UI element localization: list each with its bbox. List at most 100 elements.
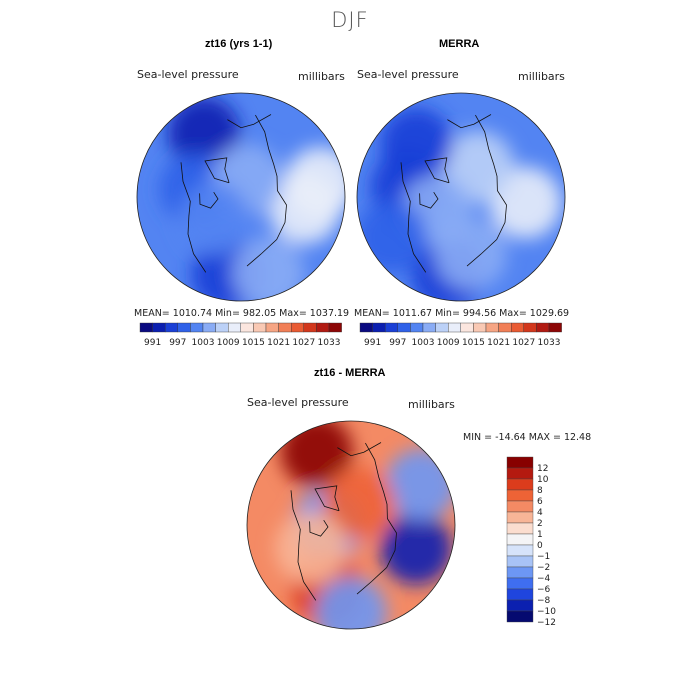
colorbar-tick-label-4: 1015	[462, 338, 485, 348]
colorbar-box-1	[372, 322, 386, 333]
colorbar-box-15	[548, 322, 562, 333]
colorbar-tick-label-11: −6	[537, 585, 551, 595]
colorbar-tick-label-1: 997	[389, 338, 406, 348]
colorbar-tick-label-6: 1027	[292, 338, 315, 348]
pressure-anomaly-6	[435, 217, 508, 290]
colorbar-box-6	[506, 522, 534, 535]
panel2-colorbar: 991 997 1003 1009 1015 1021 1027 1033	[359, 322, 562, 348]
coastline-4	[309, 519, 329, 537]
map-border	[136, 92, 346, 302]
colorbar-tick-label-3: 6	[537, 497, 543, 507]
colorbar-box-7	[506, 533, 534, 546]
colorbar-box-3	[397, 322, 411, 333]
pressure-anomaly-1	[284, 146, 345, 219]
colorbar-tick-label-0: 991	[364, 338, 381, 348]
colorbar-tick-label-7: 1033	[538, 338, 561, 348]
map-border	[246, 420, 456, 630]
colorbar-tick-label-9: −2	[537, 563, 550, 573]
coastline-3	[447, 114, 492, 129]
colorbar-box-14	[506, 610, 534, 623]
colorbar-tick-label-2: 1003	[412, 338, 435, 348]
coastline-0	[180, 162, 207, 273]
colorbar-box-5	[422, 322, 436, 333]
colorbar-tick-label-5: 2	[537, 519, 543, 529]
colorbar-tick-label-4: 4	[537, 508, 543, 518]
colorbar-box-11	[506, 577, 534, 590]
coastline-1	[204, 157, 230, 184]
colorbar-tick-label-3: 1009	[217, 338, 240, 348]
colorbar-box-0	[359, 322, 373, 333]
colorbar-tick-label-7: 0	[537, 541, 543, 551]
colorbar-box-2	[506, 478, 534, 491]
panel1-units: millibars	[298, 70, 345, 83]
colorbar-box-0	[506, 456, 534, 469]
panel2-variable: Sea-level pressure	[357, 68, 459, 81]
colorbar-box-13	[506, 599, 534, 612]
coastline-0	[290, 490, 317, 601]
colorbar-box-10	[265, 322, 279, 333]
colorbar-tick-label-0: 991	[144, 338, 161, 348]
colorbar-box-5	[202, 322, 216, 333]
colorbar-box-2	[165, 322, 179, 333]
colorbar-box-12	[290, 322, 304, 333]
colorbar-tick-label-6: 1	[537, 530, 543, 540]
colorbar-box-7	[447, 322, 461, 333]
panel2-stats: MEAN= 1011.67 Min= 994.56 Max= 1029.69	[354, 308, 570, 319]
season-title: DJF	[331, 8, 369, 32]
colorbar-box-7	[227, 322, 241, 333]
colorbar-tick-label-4: 1015	[242, 338, 265, 348]
colorbar-tick-label-12: −8	[537, 596, 551, 606]
panel1-variable: Sea-level pressure	[137, 68, 239, 81]
colorbar-box-0	[139, 322, 153, 333]
colorbar-box-15	[328, 322, 342, 333]
colorbar-box-3	[177, 322, 191, 333]
colorbar-box-11	[498, 322, 512, 333]
pressure-anomaly-6	[178, 183, 251, 256]
pressure-anomaly-2	[168, 96, 241, 169]
panel3-map	[246, 420, 456, 630]
panel3-units: millibars	[408, 398, 455, 411]
colorbar-box-12	[506, 588, 534, 601]
panel1-map	[136, 92, 346, 302]
pressure-anomaly-4	[322, 467, 395, 540]
colorbar-box-14	[316, 322, 330, 333]
panel2-map	[356, 92, 566, 302]
colorbar-box-11	[278, 322, 292, 333]
colorbar-box-12	[510, 322, 524, 333]
colorbar-box-10	[506, 566, 534, 579]
colorbar-tick-label-5: 1021	[487, 338, 510, 348]
colorbar-tick-label-1: 10	[537, 475, 549, 485]
map-border	[356, 92, 566, 302]
pressure-anomaly-6	[274, 512, 347, 585]
colorbar-tick-label-5: 1021	[267, 338, 290, 348]
colorbar-box-10	[485, 322, 499, 333]
coastline-3	[227, 114, 272, 129]
colorbar-box-13	[303, 322, 317, 333]
colorbar-box-3	[506, 489, 534, 502]
pressure-anomaly-7	[357, 201, 427, 274]
colorbar-box-6	[215, 322, 229, 333]
coastline-2	[356, 442, 397, 595]
colorbar-box-8	[506, 544, 534, 557]
colorbar-box-8	[460, 322, 474, 333]
coastline-2	[466, 114, 507, 267]
coastline-4	[199, 191, 219, 209]
panel1-title: zt16 (yrs 1-1)	[205, 38, 273, 50]
panel1-colorbar: 991 997 1003 1009 1015 1021 1027 1033	[139, 322, 342, 348]
colorbar-tick-label-13: −10	[537, 607, 556, 617]
pressure-anomaly-7	[315, 576, 387, 629]
coastline-4	[419, 191, 439, 209]
colorbar-tick-label-2: 8	[537, 486, 543, 496]
coastline-2	[246, 114, 287, 267]
pressure-anomaly-1	[385, 448, 455, 521]
colorbar-box-4	[410, 322, 424, 333]
colorbar-tick-label-1: 997	[169, 338, 186, 348]
colorbar-tick-label-6: 1027	[512, 338, 535, 348]
colorbar-box-13	[523, 322, 537, 333]
coastline-3	[337, 442, 382, 457]
coastline-1	[424, 157, 450, 184]
coastline-0	[400, 162, 427, 273]
panel3-stats: MIN = -14.64 MAX = 12.48	[463, 432, 592, 443]
panel1-stats: MEAN= 1010.74 Min= 982.05 Max= 1037.19	[134, 308, 350, 319]
